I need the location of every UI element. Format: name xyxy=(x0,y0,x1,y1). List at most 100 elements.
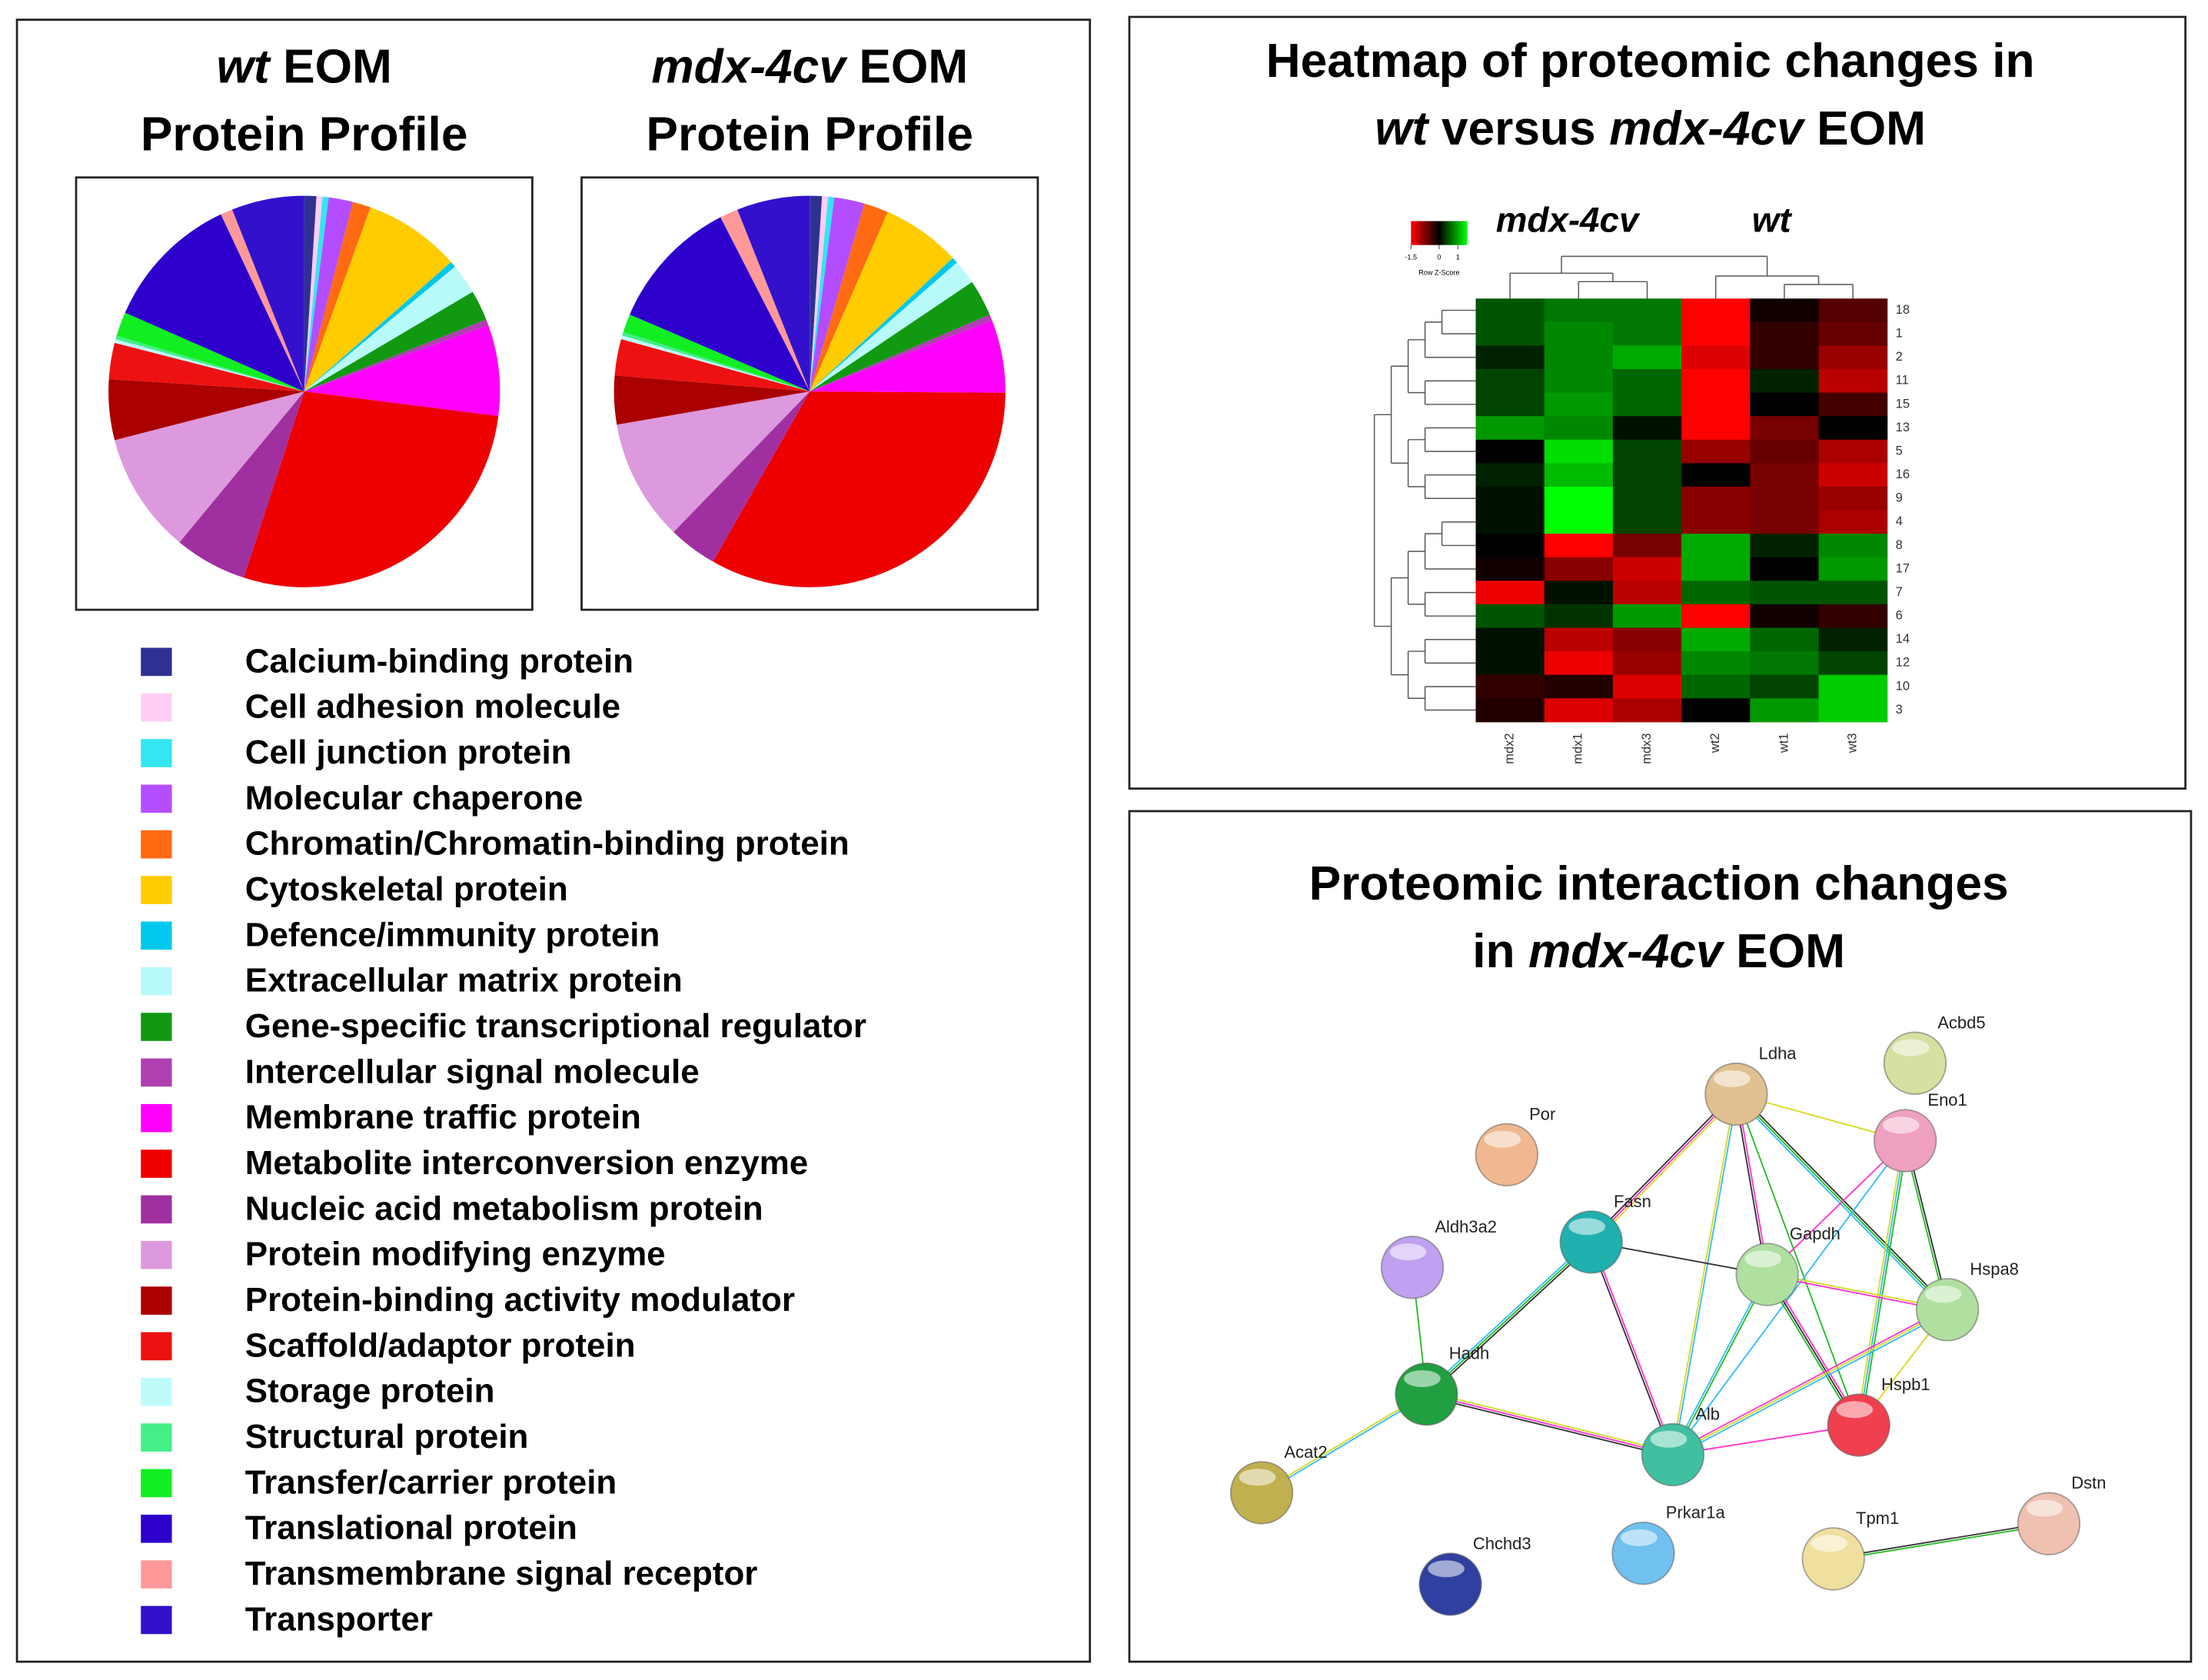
legend-swatch xyxy=(141,1286,172,1315)
heatmap-cell xyxy=(1818,416,1888,441)
legend-label: Cell adhesion molecule xyxy=(245,688,620,726)
node-highlight xyxy=(1428,1560,1465,1578)
heatmap-cell xyxy=(1750,627,1820,652)
pie-slice xyxy=(304,324,500,417)
heatmap-cell xyxy=(1612,392,1682,417)
legend-swatch xyxy=(141,1423,172,1452)
heatmap-cell xyxy=(1612,416,1682,441)
legend-label: Gene-specific transcriptional regulator xyxy=(245,1007,866,1045)
heatmap-cell xyxy=(1818,298,1888,323)
network-edge xyxy=(1426,1391,1674,1454)
node-label: Chchd3 xyxy=(1473,1534,1531,1553)
legend-swatch xyxy=(141,1469,172,1498)
title-segment: wt xyxy=(1375,103,1429,156)
heatmap-cell xyxy=(1818,345,1888,370)
heatmap-cell xyxy=(1818,369,1888,394)
legend-swatch xyxy=(141,647,172,677)
node-label: Eno1 xyxy=(1927,1090,1967,1109)
legend-label: Protein modifying enzyme xyxy=(245,1236,666,1273)
legend-swatch xyxy=(141,830,172,859)
heatmap-cell xyxy=(1818,321,1888,347)
legend-label: Transmembrane signal receptor xyxy=(245,1555,758,1592)
row-label: 8 xyxy=(1896,538,1903,552)
heatmap-cell xyxy=(1750,439,1820,464)
heatmap-cell xyxy=(1681,581,1751,605)
network-edge xyxy=(1673,1311,1949,1458)
heatmap-cell xyxy=(1681,298,1751,323)
heatmap-cell xyxy=(1818,651,1888,676)
heatmap-cell xyxy=(1475,557,1545,581)
heatmap-cell xyxy=(1475,581,1545,605)
row-label: 7 xyxy=(1896,585,1903,599)
pie-slice xyxy=(810,195,823,392)
node-label: Acat2 xyxy=(1284,1442,1327,1462)
legend-swatch xyxy=(141,921,172,950)
heatmap-cell xyxy=(1475,486,1545,511)
network-edge xyxy=(1672,1139,1906,1455)
heatmap-cell xyxy=(1818,510,1888,534)
title-segment: EOM xyxy=(283,41,392,94)
heatmap-cell xyxy=(1475,674,1545,699)
pie-slice xyxy=(304,207,451,392)
pie-frame xyxy=(75,176,534,611)
title-segment: Proteomic interaction changes xyxy=(1309,857,2009,910)
heatmap-cell xyxy=(1544,651,1614,676)
heatmap-cell xyxy=(1750,604,1820,629)
pie-slice xyxy=(179,391,304,578)
pie-slice xyxy=(115,391,304,543)
title-segment: EOM xyxy=(1817,103,1926,156)
pie-slice xyxy=(810,320,1006,393)
node-highlight xyxy=(1404,1370,1441,1388)
title-segment: EOM xyxy=(1736,925,1845,978)
node-label: Gapdh xyxy=(1790,1224,1841,1243)
heatmap-cell xyxy=(1544,298,1614,323)
heatmap-cell xyxy=(1818,439,1888,464)
node-highlight xyxy=(1650,1430,1688,1448)
legend-swatch xyxy=(141,1377,172,1406)
heatmap-cell xyxy=(1544,674,1614,699)
colorbar-title: Row Z-Score xyxy=(1418,269,1459,277)
heatmap-cell xyxy=(1681,534,1751,558)
node-highlight xyxy=(1836,1401,1874,1419)
legend-label: Cell junction protein xyxy=(245,734,572,771)
heatmap-cell xyxy=(1612,369,1682,394)
heatmap-cell xyxy=(1544,627,1614,652)
heatmap-cell xyxy=(1818,557,1888,581)
legend-label: Cytoskeletal protein xyxy=(245,870,568,908)
legend-label: Protein-binding activity modulator xyxy=(245,1281,795,1319)
heatmap-cell xyxy=(1612,651,1682,676)
pie-slice xyxy=(810,262,973,392)
network-edge xyxy=(1671,1093,1736,1455)
heatmap-cell xyxy=(1544,581,1614,605)
legend-swatch xyxy=(141,1013,172,1041)
pie-slice xyxy=(810,281,990,392)
legend-swatch xyxy=(141,1514,172,1543)
heatmap-cell xyxy=(1612,486,1682,511)
node-label: Por xyxy=(1529,1104,1555,1123)
heatmap-cell xyxy=(1475,463,1545,487)
heatmap-cell xyxy=(1818,581,1888,605)
heatmap-cell xyxy=(1612,439,1682,464)
node-highlight xyxy=(1621,1529,1658,1547)
legend-label: Molecular chaperone xyxy=(245,779,584,817)
node-label: Hspa8 xyxy=(1970,1259,2019,1279)
group-label: mdx-4cv xyxy=(1496,200,1641,239)
node-highlight xyxy=(1811,1535,1848,1552)
row-label: 4 xyxy=(1896,514,1903,528)
heatmap-cell xyxy=(1681,486,1751,511)
pie-slice xyxy=(108,379,304,441)
pie-slice xyxy=(221,209,304,392)
title-segment: Heatmap of proteomic changes in xyxy=(1266,35,2035,88)
heatmap-cell xyxy=(1681,439,1751,464)
pie-slice xyxy=(304,197,354,392)
heatmap-cell xyxy=(1681,674,1751,699)
heatmap-cell xyxy=(1475,651,1545,676)
colorbar-tick-label: 0 xyxy=(1437,254,1441,261)
heatmap-cell xyxy=(1544,321,1614,347)
heatmap-cell xyxy=(1750,651,1820,676)
pie-slice xyxy=(304,196,323,392)
heatmap-cell xyxy=(1475,439,1545,464)
pie-slice xyxy=(810,211,953,392)
pie-slice xyxy=(617,391,810,532)
